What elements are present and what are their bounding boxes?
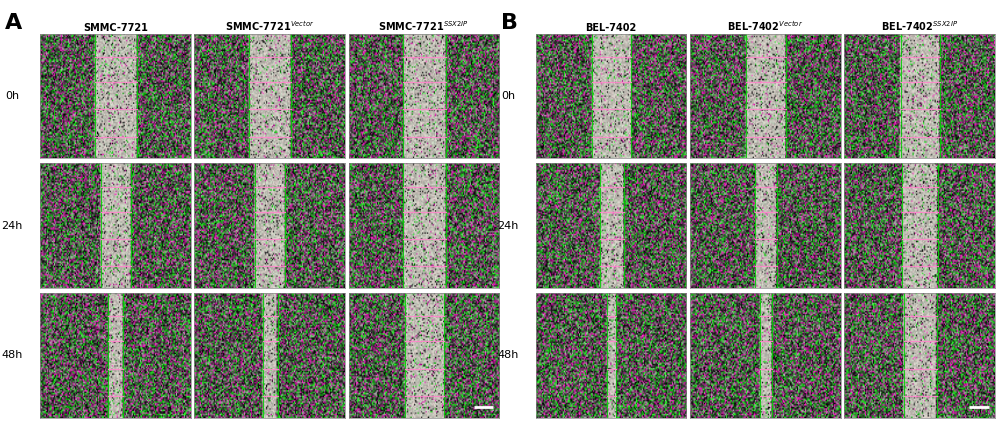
Y-axis label: 0h: 0h xyxy=(501,91,515,101)
Y-axis label: 48h: 48h xyxy=(2,350,23,360)
Y-axis label: 24h: 24h xyxy=(497,221,519,231)
Text: A: A xyxy=(5,13,22,32)
Y-axis label: 0h: 0h xyxy=(5,91,19,101)
Y-axis label: 48h: 48h xyxy=(497,350,519,360)
Title: BEL-7402$^{Vector}$: BEL-7402$^{Vector}$ xyxy=(727,19,804,33)
Title: SMMC-7721$^{SSX2IP}$: SMMC-7721$^{SSX2IP}$ xyxy=(378,19,469,33)
Title: SMMC-7721: SMMC-7721 xyxy=(83,23,148,33)
Text: B: B xyxy=(501,13,518,32)
Title: SMMC-7721$^{Vector}$: SMMC-7721$^{Vector}$ xyxy=(225,19,314,33)
Title: BEL-7402: BEL-7402 xyxy=(586,23,637,33)
Y-axis label: 24h: 24h xyxy=(2,221,23,231)
Title: BEL-7402$^{SSX2IP}$: BEL-7402$^{SSX2IP}$ xyxy=(881,19,958,33)
